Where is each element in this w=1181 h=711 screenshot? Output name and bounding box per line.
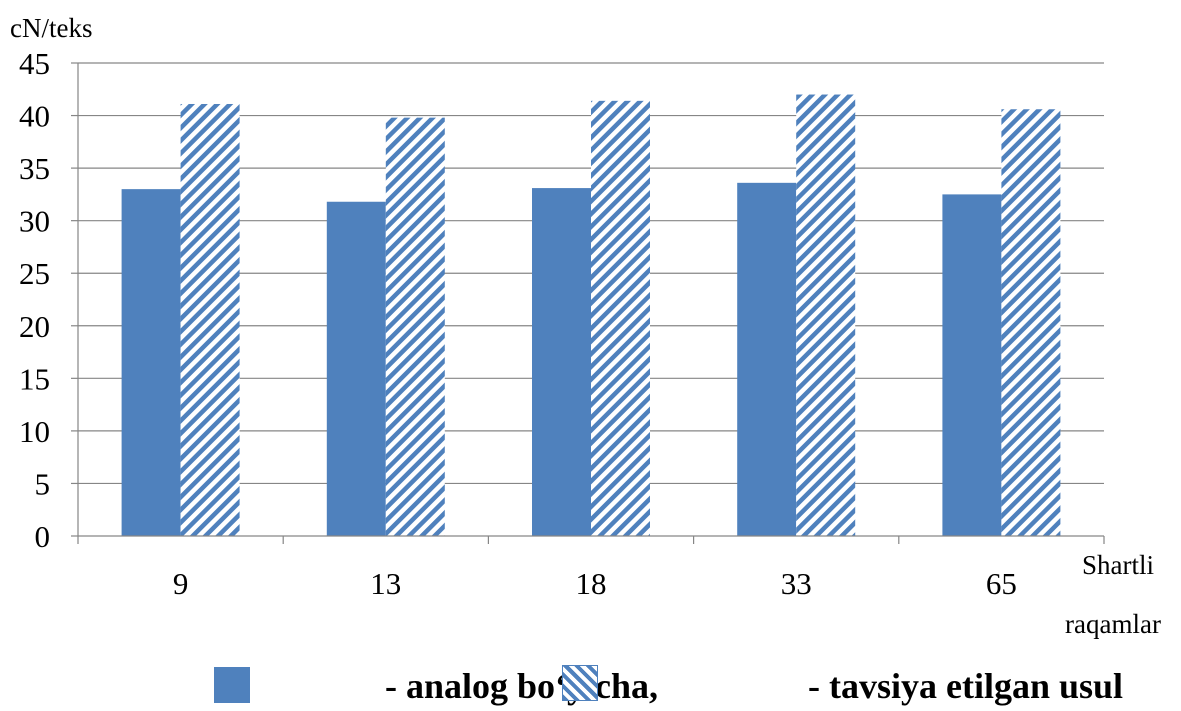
x-tick-label: 9 [173,566,189,601]
bar-recommended [1001,109,1061,536]
bar-recommended [796,94,856,537]
legend-label-2: - tavsiya etilgan usul [808,666,1124,706]
y-tick-label: 10 [19,414,50,449]
legend: - analog bo‘yicha, - tavsiya etilgan usu… [0,660,1181,711]
bar-recommended [591,100,650,536]
legend-swatch-hatched [562,665,598,701]
y-tick-label: 45 [19,46,50,81]
axis-labels: 0 5 10 15 20 25 30 35 40 45 9 13 18 33 65 [19,46,1017,601]
legend-swatch-solid [214,667,250,703]
legend-label-1: - analog bo‘yicha, [385,666,659,706]
y-tick-label: 25 [19,256,50,291]
y-tick-label: 40 [19,99,50,134]
bars [121,94,1061,537]
y-tick-label: 5 [35,466,51,501]
x-tick-label: 18 [576,566,607,601]
y-tick-label: 0 [35,519,51,554]
y-tick-label: 20 [19,309,50,344]
bar-analog [942,194,1002,536]
bar-analog [532,188,591,537]
axes [71,62,1105,544]
bar-analog [121,189,181,536]
x-tick-label: 65 [986,566,1017,601]
bar-chart: 0 5 10 15 20 25 30 35 40 45 9 13 18 33 65 cN/teks Shar… [10,13,1161,639]
y-unit-label: cN/teks [10,13,92,43]
y-tick-label: 35 [19,151,50,186]
bar-recommended [180,103,240,536]
x-tick-label: 33 [781,566,812,601]
bar-recommended [385,117,445,536]
x-axis-title-line2: raqamlar [1065,609,1161,639]
x-axis-title-line1: Shartli [1082,550,1154,580]
y-tick-label: 15 [19,361,50,396]
x-tick-label: 13 [370,566,401,601]
bar-analog [326,201,386,536]
y-tick-label: 30 [19,204,50,239]
bar-analog [737,182,797,536]
